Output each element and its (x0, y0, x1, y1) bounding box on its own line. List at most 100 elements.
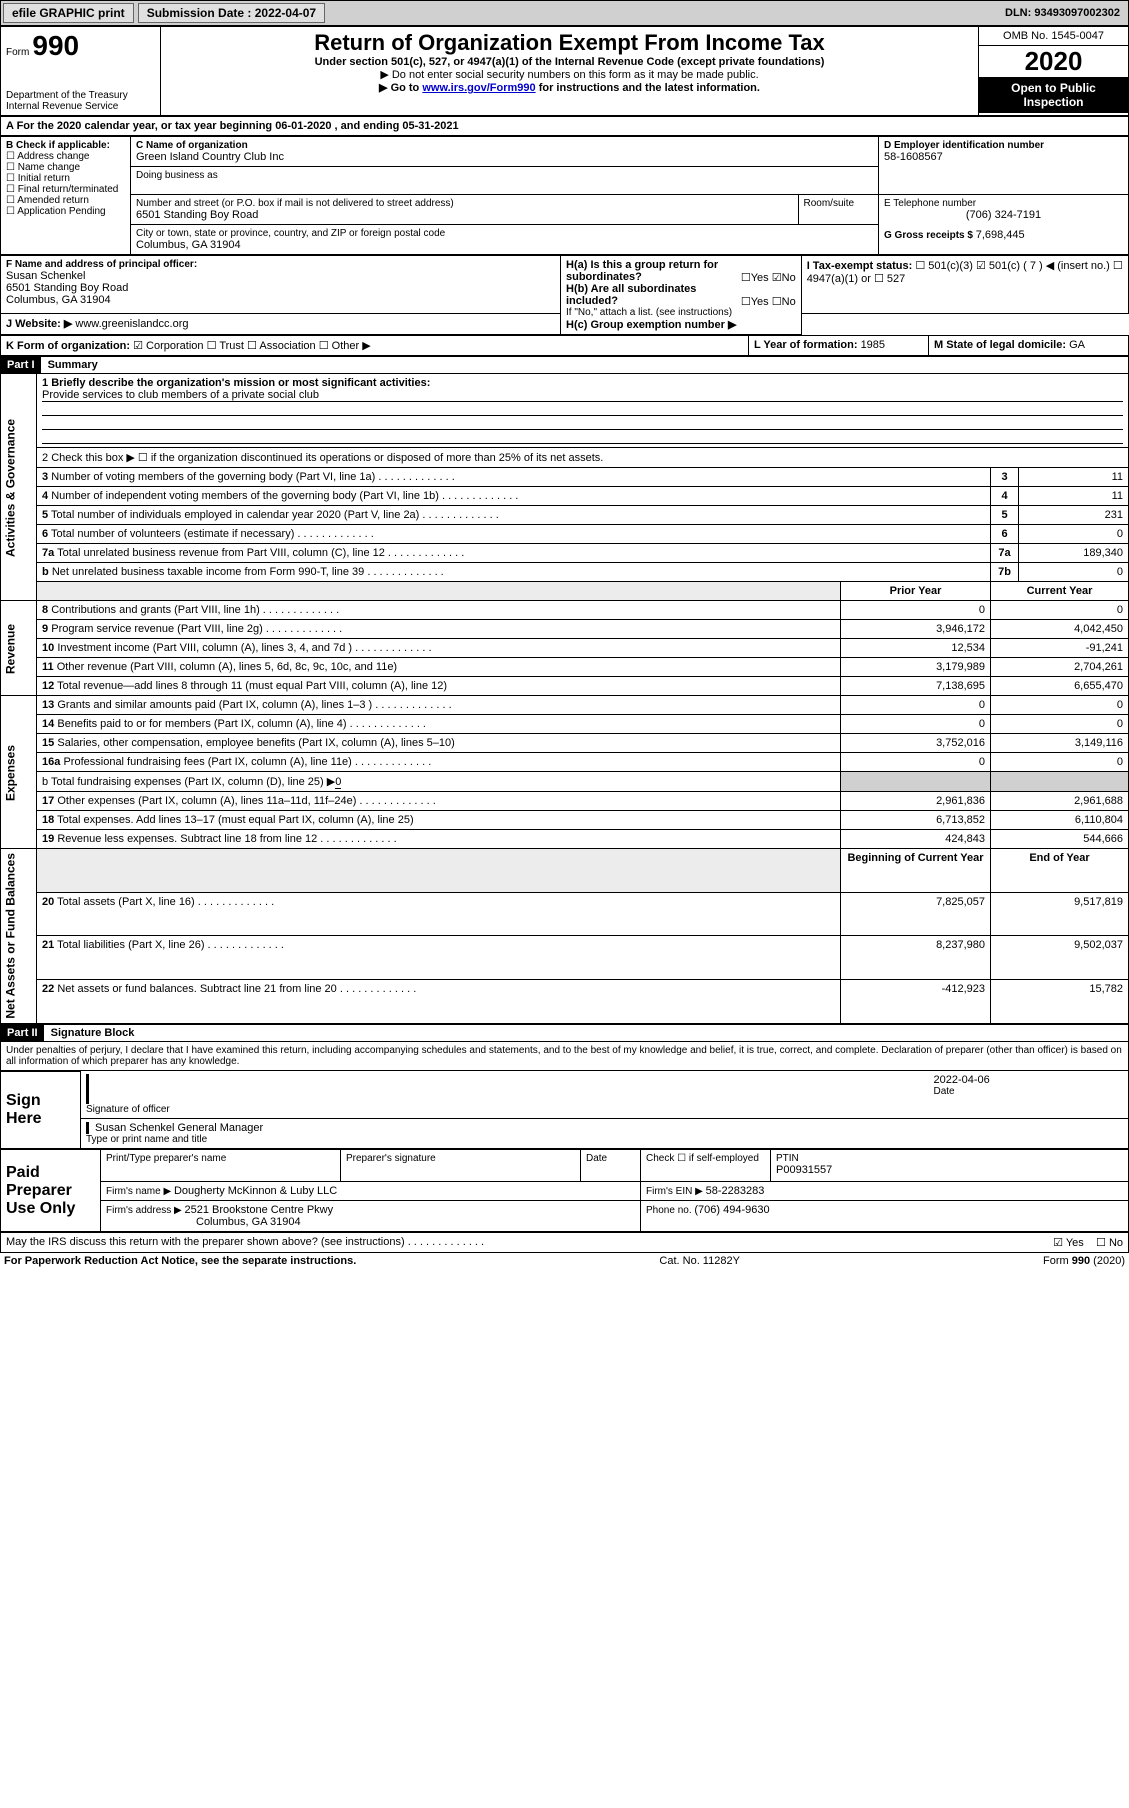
checkbox-icon[interactable]: ☐ (772, 295, 782, 308)
l17-c: 2,961,688 (991, 792, 1129, 811)
form990-link[interactable]: www.irs.gov/Form990 (422, 82, 535, 94)
l22-c: 15,782 (991, 979, 1129, 1023)
sub3-post: for instructions and the latest informat… (539, 82, 760, 94)
sig-officer-label: Signature of officer (86, 1104, 924, 1115)
firm-addr2: Columbus, GA 31904 (106, 1216, 301, 1228)
sig-date-value: 2022-04-06 (934, 1074, 1124, 1086)
discuss-question: May the IRS discuss this return with the… (6, 1236, 484, 1248)
officer-name-title: Susan Schenkel General Manager (95, 1122, 1123, 1134)
l15-n: 15 (42, 737, 54, 749)
l4-v: 11 (1019, 487, 1129, 506)
l4-t: Number of independent voting members of … (51, 490, 518, 502)
l15-c: 3,149,116 (991, 734, 1129, 753)
checkbox-checked-icon[interactable]: ☑ (133, 339, 143, 352)
l21-p: 8,237,980 (841, 936, 991, 980)
l19-n: 19 (42, 833, 54, 845)
m-label: M State of legal domicile: (934, 339, 1069, 351)
l18-p: 6,713,852 (841, 811, 991, 830)
l13-t: Grants and similar amounts paid (Part IX… (57, 699, 451, 711)
l2: 2 Check this box ▶ ☐ if the organization… (37, 448, 1129, 468)
checkbox-icon[interactable]: ☐ (319, 339, 329, 352)
sig-date-label: Date (934, 1086, 1124, 1097)
dept-treasury: Department of the Treasury Internal Reve… (6, 90, 155, 112)
l14-p: 0 (841, 715, 991, 734)
l3-idx: 3 (991, 468, 1019, 487)
b-opt-5[interactable]: ☐ Application Pending (6, 206, 125, 217)
b-opt-1[interactable]: ☐ Name change (6, 162, 125, 173)
l9-c: 4,042,450 (991, 620, 1129, 639)
b-opt-3[interactable]: ☐ Final return/terminated (6, 184, 125, 195)
l10-t: Investment income (Part VIII, column (A)… (57, 642, 431, 654)
d-label: D Employer identification number (884, 140, 1123, 151)
checkbox-icon: ☐ (6, 195, 15, 206)
l21-n: 21 (42, 939, 54, 951)
col-end: End of Year (991, 849, 1129, 893)
checkbox-icon[interactable]: ☐ (741, 271, 751, 284)
l6-idx: 6 (991, 525, 1019, 544)
no-label: No (782, 272, 796, 284)
checkbox-icon[interactable]: ☐ (247, 339, 257, 352)
i-o1: 501(c)(3) (928, 260, 973, 272)
l11-t: Other revenue (Part VIII, column (A), li… (57, 661, 397, 673)
l13-n: 13 (42, 699, 54, 711)
m-val: GA (1069, 339, 1085, 351)
checkbox-checked-icon[interactable]: ☑ (1053, 1236, 1063, 1249)
i-o3: 4947(a)(1) or (807, 273, 871, 285)
section-rev: Revenue (1, 601, 37, 696)
prep-name-label: Print/Type preparer's name (106, 1153, 335, 1164)
l7a-t: Total unrelated business revenue from Pa… (57, 547, 464, 559)
l7b-t: Net unrelated business taxable income fr… (52, 566, 444, 578)
checkbox-icon[interactable]: ☐ (1113, 259, 1123, 272)
header-sub2: ▶ Do not enter social security numbers o… (166, 68, 973, 81)
checkbox-checked-icon[interactable]: ☑ (772, 271, 782, 284)
checkbox-checked-icon[interactable]: ☑ (976, 259, 986, 272)
l7b-v: 0 (1019, 563, 1129, 582)
l6-t: Total number of volunteers (estimate if … (51, 528, 374, 540)
l8-t: Contributions and grants (Part VIII, lin… (51, 604, 339, 616)
l13-p: 0 (841, 696, 991, 715)
yes-label: Yes (751, 296, 769, 308)
k-corp: Corporation (146, 340, 203, 352)
sign-here-label: Sign Here (1, 1071, 81, 1149)
l6-n: 6 (42, 528, 48, 540)
ein-value: 58-1608567 (884, 151, 1123, 163)
checkbox-icon[interactable]: ☐ (741, 295, 751, 308)
h-b: H(b) Are all subordinates included? ☐Yes… (566, 283, 796, 307)
section-exp: Expenses (1, 696, 37, 849)
website-value: www.greenislandcc.org (75, 318, 188, 330)
checkbox-icon[interactable]: ☐ (915, 259, 925, 272)
mission-text: Provide services to club members of a pr… (42, 389, 1123, 402)
paid-preparer-label: Paid Preparer Use Only (1, 1150, 101, 1232)
e-label: E Telephone number (884, 198, 1123, 209)
l7a-n: 7a (42, 547, 54, 559)
firm-ein: 58-2283283 (706, 1185, 765, 1197)
prep-sig-label: Preparer's signature (346, 1153, 575, 1164)
efile-print-button[interactable]: efile GRAPHIC print (3, 3, 134, 23)
submission-date-label: Submission Date : (147, 6, 255, 20)
l9-t: Program service revenue (Part VIII, line… (51, 623, 342, 635)
b-opt-1-label: Name change (18, 162, 80, 173)
yes-label: Yes (751, 272, 769, 284)
l10-c: -91,241 (991, 639, 1129, 658)
c-name-label: C Name of organization (136, 140, 873, 151)
l8-c: 0 (991, 601, 1129, 620)
submission-date-button[interactable]: Submission Date : 2022-04-07 (138, 3, 325, 23)
b-opt-0[interactable]: ☐ Address change (6, 151, 125, 162)
l5-v: 231 (1019, 506, 1129, 525)
street-label: Number and street (or P.O. box if mail i… (136, 198, 793, 209)
b-opt-4[interactable]: ☐ Amended return (6, 195, 125, 206)
b-opt-2[interactable]: ☐ Initial return (6, 173, 125, 184)
col-current: Current Year (991, 582, 1129, 601)
l17-n: 17 (42, 795, 54, 807)
tax-year: 2020 (979, 46, 1128, 77)
checkbox-icon[interactable]: ☐ (874, 272, 884, 285)
l20-c: 9,517,819 (991, 892, 1129, 936)
self-employed-check[interactable]: Check ☐ if self-employed (641, 1150, 771, 1182)
l20-t: Total assets (Part X, line 16) (57, 896, 274, 908)
l10-n: 10 (42, 642, 54, 654)
checkbox-icon[interactable]: ☐ (207, 339, 217, 352)
l12-n: 12 (42, 680, 54, 692)
l16a-c: 0 (991, 753, 1129, 772)
checkbox-icon[interactable]: ☐ (1096, 1236, 1106, 1249)
checkbox-icon: ☐ (6, 162, 15, 173)
